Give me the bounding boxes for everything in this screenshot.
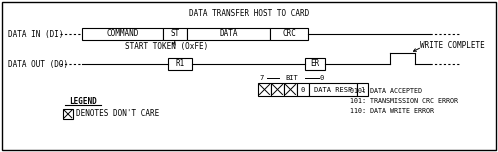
Bar — [271, 83, 284, 96]
Bar — [187, 28, 270, 40]
Text: LEGEND: LEGEND — [69, 97, 97, 106]
Text: 0: 0 — [301, 87, 305, 93]
Text: DATA OUT (DO): DATA OUT (DO) — [8, 59, 68, 69]
Bar — [82, 28, 163, 40]
Bar — [284, 83, 297, 96]
Bar — [357, 83, 368, 96]
Bar — [63, 109, 73, 119]
Text: COMMAND: COMMAND — [106, 29, 138, 38]
Text: 010: DATA ACCEPTED: 010: DATA ACCEPTED — [350, 88, 422, 94]
Text: 110: DATA WRITE ERROR: 110: DATA WRITE ERROR — [350, 108, 434, 114]
Bar — [258, 83, 271, 96]
Text: 101: TRANSMISSION CRC ERROR: 101: TRANSMISSION CRC ERROR — [350, 98, 458, 104]
Text: ST: ST — [170, 29, 180, 38]
Text: 0: 0 — [320, 75, 324, 81]
Bar — [270, 28, 308, 40]
Text: DENOTES DON'T CARE: DENOTES DON'T CARE — [76, 109, 159, 119]
Text: ER: ER — [310, 59, 320, 69]
Bar — [163, 28, 187, 40]
Text: R1: R1 — [175, 59, 185, 69]
Text: WRITE COMPLETE: WRITE COMPLETE — [420, 40, 485, 50]
Text: CRC: CRC — [282, 29, 296, 38]
Text: 7: 7 — [260, 75, 264, 81]
Text: DATA RESP: DATA RESP — [314, 87, 352, 93]
Text: DATA: DATA — [219, 29, 238, 38]
Text: DATA IN (DI): DATA IN (DI) — [8, 29, 64, 38]
Bar — [305, 58, 325, 70]
Text: DATA TRANSFER HOST TO CARD: DATA TRANSFER HOST TO CARD — [189, 9, 309, 18]
Text: START TOKEN (OxFE): START TOKEN (OxFE) — [125, 41, 208, 50]
Bar — [297, 83, 309, 96]
Text: BIT: BIT — [286, 75, 298, 81]
Bar — [168, 58, 192, 70]
Text: 1: 1 — [361, 87, 365, 93]
Bar — [309, 83, 357, 96]
